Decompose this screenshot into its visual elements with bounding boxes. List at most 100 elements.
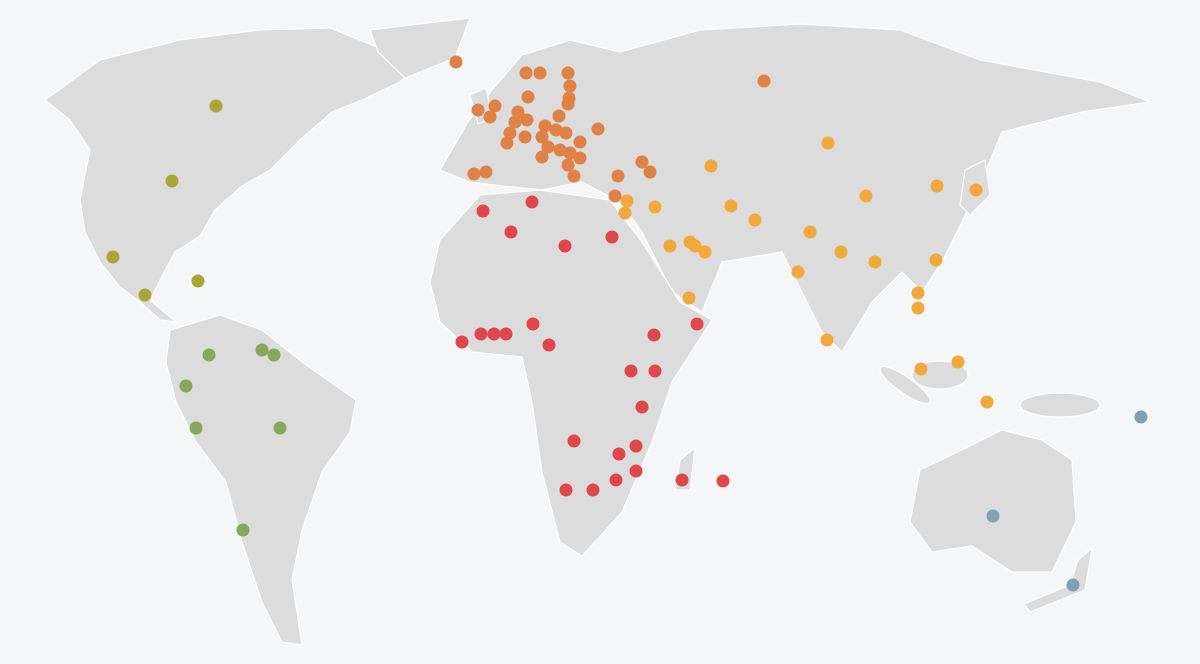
location-dot xyxy=(748,213,762,227)
location-dot xyxy=(549,123,563,137)
location-dot xyxy=(567,434,581,448)
location-dot xyxy=(969,183,983,197)
location-dot xyxy=(859,189,873,203)
location-dot xyxy=(803,225,817,239)
location-dot xyxy=(191,274,205,288)
location-dot xyxy=(605,230,619,244)
location-dot xyxy=(503,126,517,140)
location-dot xyxy=(488,99,502,113)
location-dot xyxy=(561,97,575,111)
location-dot xyxy=(986,509,1000,523)
location-dot xyxy=(474,327,488,341)
location-dot xyxy=(511,105,525,119)
location-dot xyxy=(929,253,943,267)
location-dot xyxy=(648,200,662,214)
location-dot xyxy=(471,103,485,117)
location-dot xyxy=(573,151,587,165)
location-dot xyxy=(449,55,463,69)
location-dot xyxy=(688,239,702,253)
location-dot xyxy=(586,483,600,497)
location-dot xyxy=(519,66,533,80)
location-dot xyxy=(538,119,552,133)
location-dot xyxy=(643,165,657,179)
location-dot xyxy=(535,130,549,144)
location-dot xyxy=(209,99,223,113)
location-dot xyxy=(542,338,556,352)
location-dot xyxy=(868,255,882,269)
location-dot xyxy=(559,126,573,140)
location-dot xyxy=(682,291,696,305)
location-dot xyxy=(520,113,534,127)
location-dot xyxy=(563,146,577,160)
location-dot xyxy=(255,343,269,357)
location-dot xyxy=(635,155,649,169)
location-dot xyxy=(563,79,577,93)
location-dot xyxy=(716,474,730,488)
location-dot xyxy=(533,66,547,80)
location-dot xyxy=(620,194,634,208)
location-dot xyxy=(663,239,677,253)
location-dot xyxy=(618,206,632,220)
location-dot xyxy=(476,204,490,218)
location-dot xyxy=(559,483,573,497)
location-dot xyxy=(591,122,605,136)
location-dot xyxy=(690,317,704,331)
location-dot xyxy=(106,250,120,264)
location-dot xyxy=(698,245,712,259)
location-dot xyxy=(273,421,287,435)
location-dot xyxy=(629,464,643,478)
south-america xyxy=(165,314,357,646)
north-america xyxy=(44,27,421,323)
location-dot xyxy=(553,143,567,157)
location-dot xyxy=(930,179,944,193)
location-dot xyxy=(500,136,514,150)
location-dot xyxy=(487,327,501,341)
location-dot xyxy=(467,167,481,181)
landmasses xyxy=(44,17,1151,646)
eurasia xyxy=(439,23,1151,353)
location-dot xyxy=(558,239,572,253)
location-dot xyxy=(911,286,925,300)
location-dot xyxy=(1066,578,1080,592)
location-dot xyxy=(980,395,994,409)
location-dot xyxy=(821,136,835,150)
location-dot xyxy=(611,169,625,183)
location-dot xyxy=(518,130,532,144)
location-dot xyxy=(561,158,575,172)
australia xyxy=(909,429,1077,573)
location-dot xyxy=(567,169,581,183)
location-dot xyxy=(202,348,216,362)
location-dot xyxy=(499,327,513,341)
location-dot xyxy=(138,288,152,302)
location-markers xyxy=(106,55,1148,592)
location-dot xyxy=(635,400,649,414)
location-dot xyxy=(724,199,738,213)
location-dot xyxy=(267,348,281,362)
location-dot xyxy=(508,115,522,129)
location-dot xyxy=(914,362,928,376)
location-dot xyxy=(541,140,555,154)
location-dot xyxy=(624,364,638,378)
location-dot xyxy=(525,195,539,209)
location-dot xyxy=(483,110,497,124)
location-dot xyxy=(820,333,834,347)
location-dot xyxy=(521,90,535,104)
location-dot xyxy=(479,165,493,179)
location-dot xyxy=(236,523,250,537)
location-dot xyxy=(612,447,626,461)
location-dot xyxy=(189,421,203,435)
location-dot xyxy=(704,159,718,173)
location-dot xyxy=(834,245,848,259)
location-dot xyxy=(648,364,662,378)
location-dot xyxy=(526,317,540,331)
new-guinea xyxy=(1019,392,1101,418)
location-dot xyxy=(647,328,661,342)
location-dot xyxy=(552,109,566,123)
greenland xyxy=(369,17,471,79)
location-dot xyxy=(675,473,689,487)
location-dot xyxy=(911,301,925,315)
location-dot xyxy=(757,74,771,88)
location-dot xyxy=(629,439,643,453)
